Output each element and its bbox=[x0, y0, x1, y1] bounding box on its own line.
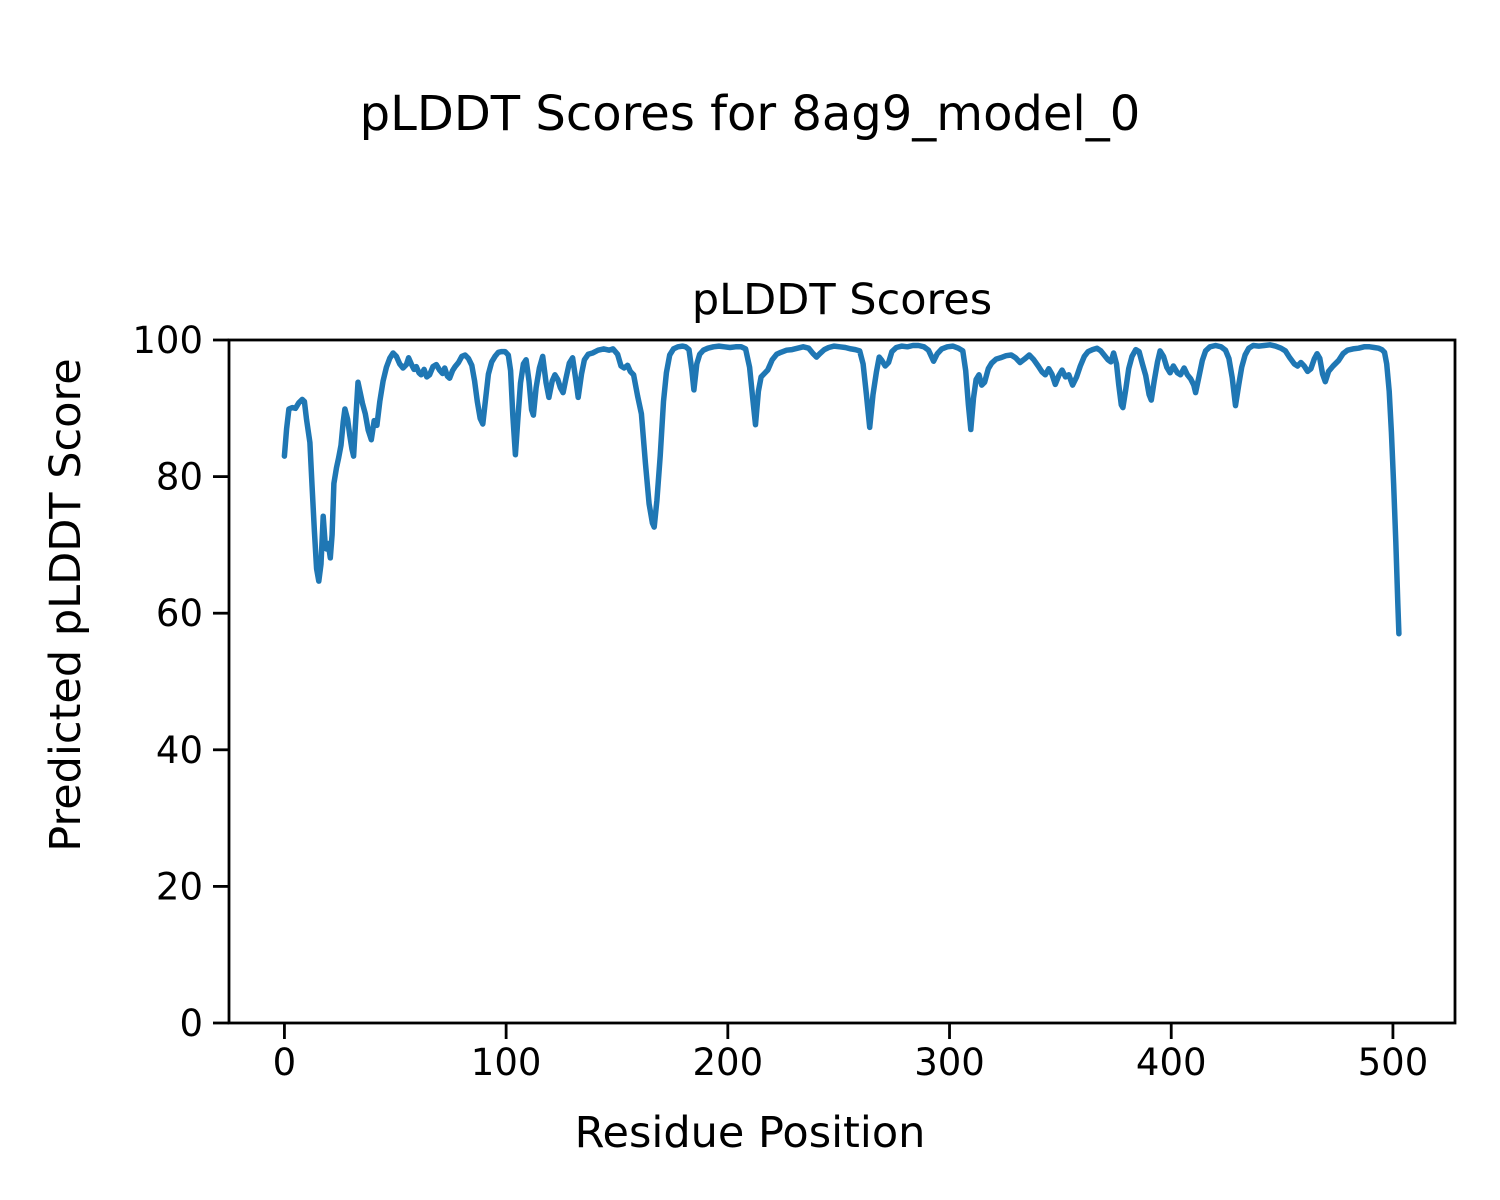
figure-title: pLDDT Scores for 8ag9_model_0 bbox=[359, 86, 1141, 142]
plot-area: 0 100 200 300 400 500 0 20 40 60 80 100 bbox=[132, 319, 1457, 1084]
x-tick-label: 500 bbox=[1358, 1041, 1429, 1084]
x-tick-label: 300 bbox=[914, 1041, 985, 1084]
y-tick-label: 100 bbox=[132, 319, 203, 362]
y-tick-label: 20 bbox=[156, 865, 203, 908]
x-tick-label: 400 bbox=[1136, 1041, 1207, 1084]
y-tick-label: 60 bbox=[156, 592, 203, 635]
axes-title: pLDDT Scores bbox=[691, 275, 993, 325]
x-tick-label: 100 bbox=[471, 1041, 542, 1084]
y-tick-label: 0 bbox=[179, 1002, 203, 1045]
x-tick-label: 0 bbox=[273, 1041, 297, 1084]
x-tick-label: 200 bbox=[693, 1041, 764, 1084]
axes-frame bbox=[227, 338, 1457, 1025]
x-axis-label: Residue Position bbox=[574, 1108, 926, 1158]
plddt-score-line bbox=[281, 342, 1402, 637]
y-tick-label: 80 bbox=[156, 456, 203, 499]
y-tick-label: 40 bbox=[156, 729, 203, 772]
